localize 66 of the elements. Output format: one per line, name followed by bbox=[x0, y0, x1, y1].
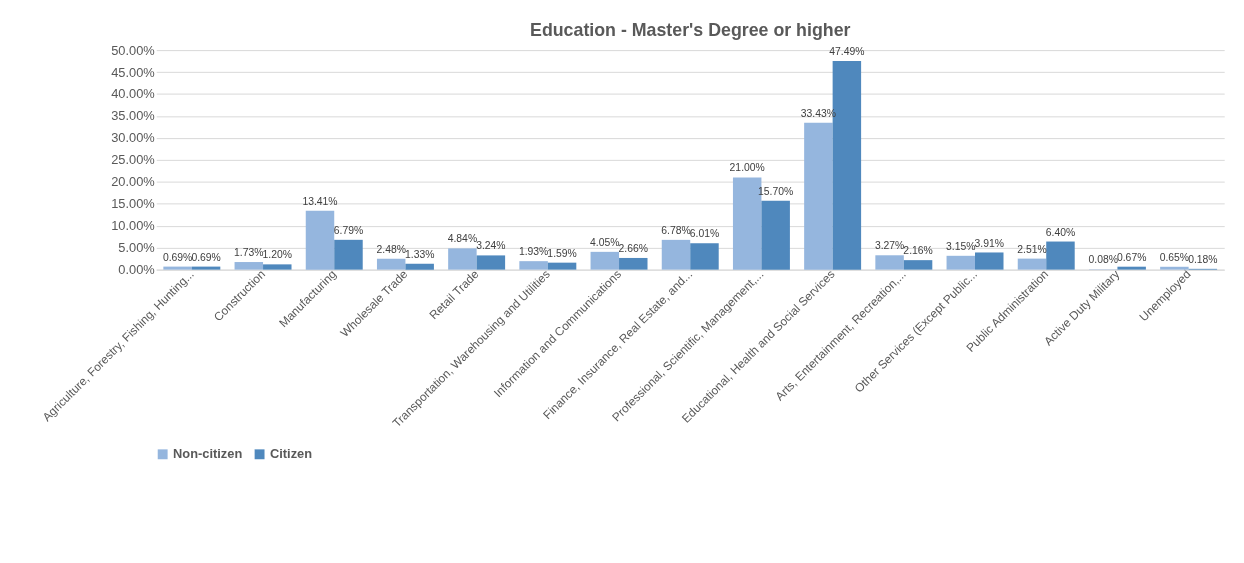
data-label: 1.93% bbox=[518, 246, 549, 258]
y-tick-label: 5.00% bbox=[118, 240, 155, 256]
y-tick-label: 35.00% bbox=[111, 108, 155, 124]
data-label: 15.70% bbox=[758, 185, 794, 197]
bar bbox=[448, 248, 477, 270]
bar bbox=[804, 122, 833, 270]
data-label: 13.41% bbox=[302, 195, 338, 207]
data-label: 1.59% bbox=[547, 247, 577, 259]
bar bbox=[263, 264, 292, 270]
bar bbox=[376, 258, 406, 270]
bar bbox=[1117, 266, 1146, 270]
y-tick-label: 50.00% bbox=[111, 42, 155, 58]
chart-title: Education - Master's Degree or higher bbox=[530, 20, 851, 41]
y-tick-label: 20.00% bbox=[111, 174, 155, 190]
y-tick-label: 25.00% bbox=[111, 152, 155, 168]
bar bbox=[903, 260, 933, 270]
bar bbox=[661, 239, 691, 270]
data-label: 6.78% bbox=[661, 224, 691, 236]
y-tick-label: 0.00% bbox=[118, 262, 155, 278]
bar bbox=[975, 252, 1004, 270]
bar bbox=[875, 255, 904, 270]
data-label: 1.20% bbox=[262, 249, 292, 261]
bar bbox=[305, 210, 335, 270]
data-label: 4.05% bbox=[590, 236, 620, 248]
y-tick-label: 10.00% bbox=[111, 218, 155, 234]
bar bbox=[519, 261, 548, 270]
bar bbox=[1046, 241, 1075, 270]
y-tick-label: 40.00% bbox=[111, 86, 155, 102]
data-label: 0.08% bbox=[1088, 254, 1118, 266]
y-tick-label: 15.00% bbox=[111, 196, 155, 212]
data-label: 2.48% bbox=[376, 243, 406, 255]
y-tick-label: 30.00% bbox=[111, 130, 155, 146]
legend-label: Citizen bbox=[269, 446, 313, 462]
bar bbox=[1017, 258, 1047, 270]
data-label: 3.91% bbox=[974, 237, 1004, 249]
bar bbox=[405, 263, 434, 270]
data-label: 0.69% bbox=[162, 251, 193, 263]
bar bbox=[761, 200, 790, 270]
data-label: 21.00% bbox=[729, 162, 765, 174]
bar bbox=[234, 262, 264, 270]
data-label: 4.84% bbox=[447, 233, 478, 245]
bar bbox=[946, 255, 976, 270]
bar bbox=[547, 262, 577, 270]
bar bbox=[619, 257, 648, 270]
data-label: 3.15% bbox=[946, 240, 976, 252]
data-label: 6.79% bbox=[333, 224, 364, 236]
data-label: 2.66% bbox=[618, 243, 648, 255]
data-label: 3.27% bbox=[874, 240, 905, 252]
y-tick-label: 45.00% bbox=[111, 64, 155, 80]
data-label: 6.40% bbox=[1045, 226, 1076, 238]
data-label: 2.16% bbox=[903, 245, 933, 257]
data-label: 6.01% bbox=[689, 228, 720, 240]
data-label: 1.73% bbox=[234, 247, 264, 259]
data-label: 47.49% bbox=[829, 46, 865, 58]
bar bbox=[1160, 266, 1189, 270]
bar bbox=[476, 255, 506, 270]
data-label: 0.65% bbox=[1159, 251, 1190, 263]
bar bbox=[163, 266, 192, 270]
bar bbox=[590, 251, 620, 270]
bar bbox=[690, 243, 719, 270]
legend-label: Non-citizen bbox=[173, 446, 243, 462]
bar bbox=[334, 239, 363, 270]
data-label: 0.69% bbox=[191, 251, 221, 263]
data-label: 3.24% bbox=[476, 240, 506, 252]
data-label: 0.18% bbox=[1188, 253, 1218, 265]
bar bbox=[191, 266, 221, 270]
